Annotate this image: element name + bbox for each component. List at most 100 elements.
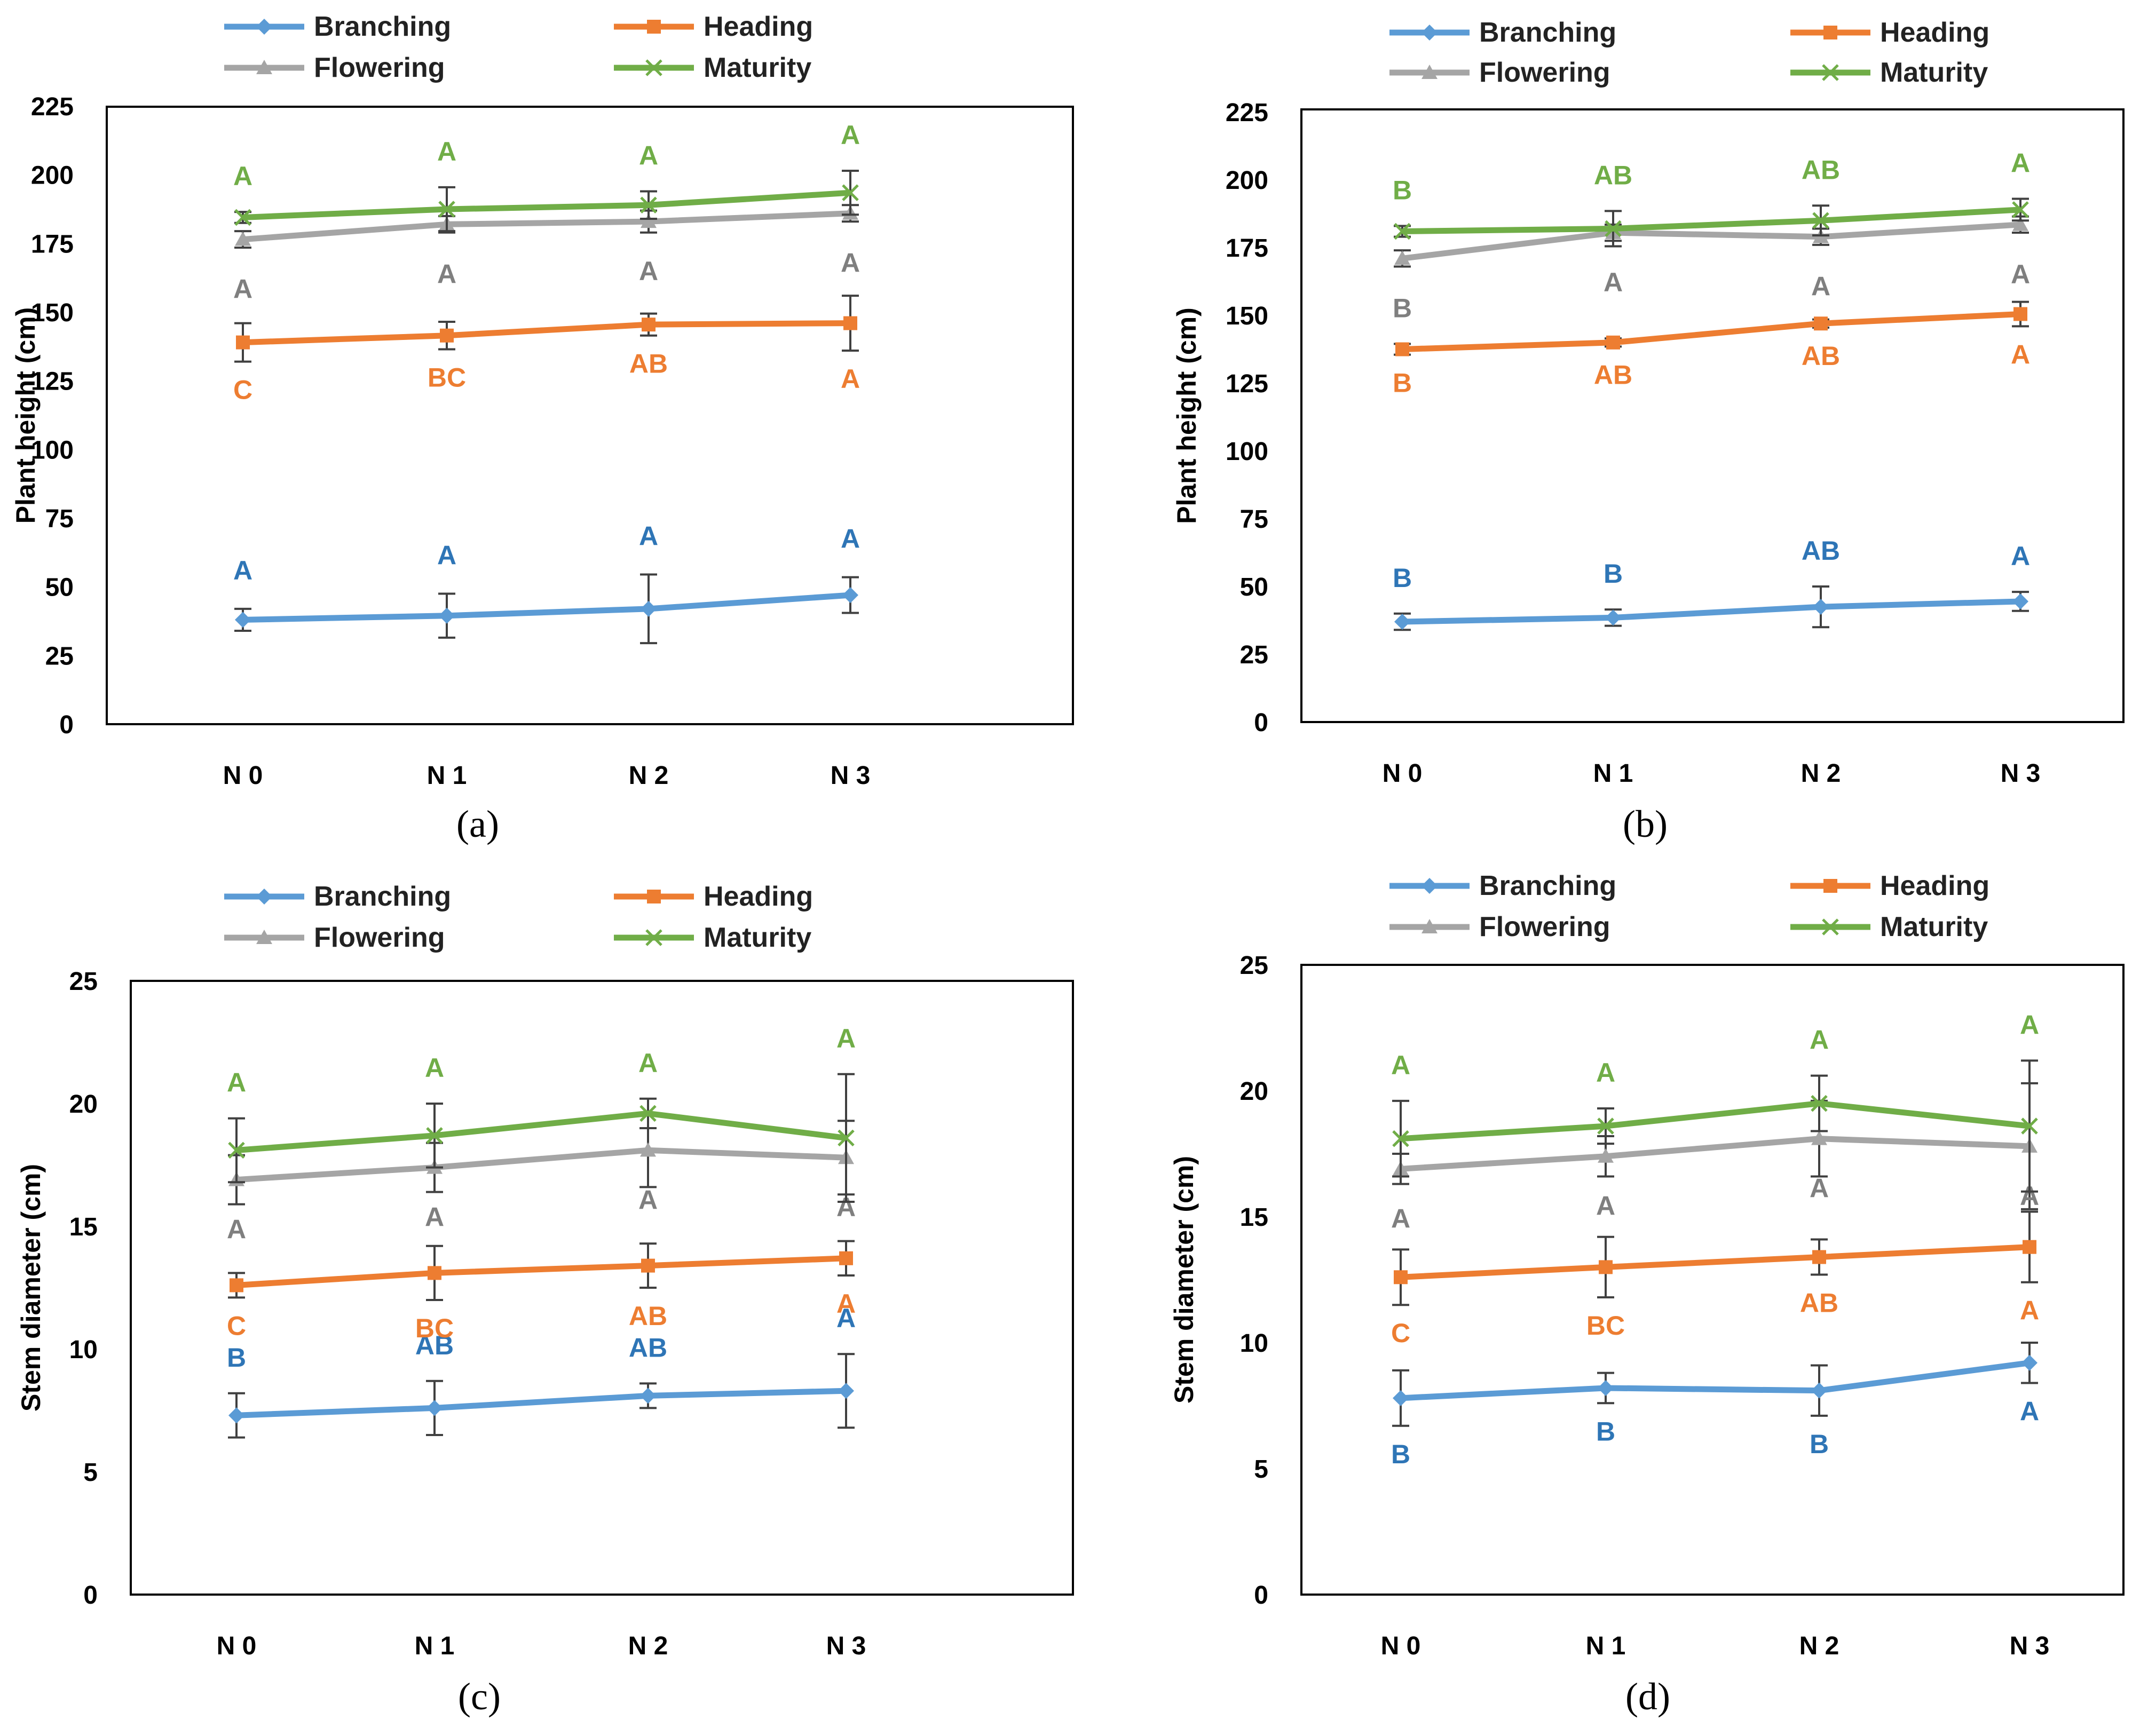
significance-letter: AB <box>1802 341 1840 371</box>
y-tick-label: 50 <box>1240 573 1268 601</box>
panel-label: (c) <box>458 1675 501 1718</box>
significance-letter: A <box>841 248 860 278</box>
y-tick-label: 75 <box>45 505 74 533</box>
legend-label: Flowering <box>314 922 445 953</box>
y-tick-label: 50 <box>45 574 74 602</box>
significance-letter: AB <box>1802 536 1840 566</box>
panel-label: (d) <box>1625 1675 1670 1718</box>
data-point <box>640 196 657 214</box>
data-point <box>1395 342 1409 356</box>
data-point <box>426 1127 443 1144</box>
series-line <box>236 1147 847 1183</box>
significance-letter: BC <box>1586 1311 1625 1341</box>
y-tick-label: 125 <box>31 368 74 396</box>
data-point <box>1394 614 1410 630</box>
significance-letter: A <box>639 141 658 171</box>
data-point <box>230 1278 243 1293</box>
data-point <box>235 231 251 246</box>
data-point <box>236 335 250 350</box>
significance-letter: B <box>1604 559 1623 589</box>
x-tick-label: N 1 <box>427 762 467 790</box>
series-line <box>242 320 851 346</box>
significance-letter: A <box>1810 1174 1829 1203</box>
data-point <box>641 1258 655 1273</box>
data-point <box>228 1142 245 1159</box>
data-point <box>2012 216 2028 231</box>
y-tick-label: 75 <box>1240 505 1268 534</box>
data-point <box>1598 1148 1614 1163</box>
data-point <box>838 1383 854 1399</box>
significance-letter: A <box>1810 1025 1829 1055</box>
data-point <box>1393 1390 1409 1406</box>
significance-letter: AB <box>629 1301 667 1331</box>
data-point <box>640 1388 656 1404</box>
y-tick-label: 25 <box>69 968 98 996</box>
y-tick-label: 225 <box>31 93 74 121</box>
legend-label: Branching <box>314 881 451 912</box>
series-line <box>1402 311 2021 352</box>
significance-letter: B <box>1393 563 1412 593</box>
data-point <box>1597 1117 1614 1135</box>
legend-marker <box>1822 64 1839 81</box>
data-point <box>1814 316 1828 331</box>
legend-marker <box>1422 25 1438 41</box>
data-point <box>440 328 454 343</box>
significance-letter: A <box>639 521 658 551</box>
legend-marker <box>645 929 662 946</box>
legend-marker <box>1422 65 1438 79</box>
significance-letter: AB <box>1594 160 1632 190</box>
legend-marker <box>647 890 661 903</box>
data-point <box>641 600 657 617</box>
data-point <box>641 213 657 228</box>
plot-frame <box>106 106 1074 725</box>
series-branching: B B AB A <box>1393 536 2030 631</box>
x-tick-label: N 3 <box>2001 759 2041 788</box>
legend-marker <box>256 889 272 905</box>
significance-letter: A <box>2011 259 2030 289</box>
legend-label: Maturity <box>1880 911 1988 942</box>
y-tick-label: 25 <box>1240 641 1268 669</box>
y-tick-label: 125 <box>1226 370 1268 398</box>
data-point <box>842 587 858 604</box>
data-point <box>1811 1382 1827 1399</box>
legend-label: Maturity <box>704 922 811 953</box>
legend-marker <box>1823 879 1837 893</box>
significance-letter: AB <box>1802 155 1840 185</box>
chart-panel-3: 0 5 10 15 20 25 N 0 N 1 N 2 N 3 Stem diameter (cm)… <box>1169 870 2125 1718</box>
series-maturity: A A A A <box>233 120 860 233</box>
legend-label: Heading <box>1880 17 1989 48</box>
significance-letter: A <box>841 364 860 394</box>
chart-panel-2: 0 5 10 15 20 25 N 0 N 1 N 2 N 3 Stem diameter (cm)… <box>16 881 1074 1718</box>
significance-letter: A <box>2020 1397 2039 1426</box>
significance-letter: C <box>233 375 252 405</box>
y-tick-label: 5 <box>1254 1455 1268 1484</box>
data-point <box>235 612 251 628</box>
data-point <box>2012 201 2029 218</box>
data-point <box>439 607 455 624</box>
x-tick-label: N 1 <box>415 1632 455 1660</box>
y-axis-label: Stem diameter (cm) <box>1169 1156 1199 1404</box>
y-tick-label: 100 <box>1226 438 1268 466</box>
data-point <box>427 1400 443 1416</box>
series-heading: C BC AB A <box>233 295 860 405</box>
significance-letter: AB <box>629 1333 667 1362</box>
y-tick-label: 150 <box>1226 302 1268 330</box>
significance-letter: A <box>2011 339 2030 369</box>
data-point <box>640 1142 656 1157</box>
y-tick-label: 150 <box>31 299 74 327</box>
legend-marker <box>647 20 661 34</box>
data-point <box>1813 599 1829 615</box>
series-line <box>1402 221 2021 261</box>
legend-label: Heading <box>704 881 813 912</box>
significance-letter: A <box>841 120 860 150</box>
y-tick-label: 25 <box>1240 952 1268 980</box>
data-point <box>839 1251 853 1265</box>
series-line <box>242 189 851 220</box>
series-maturity: A A A A <box>1391 1010 2039 1193</box>
series-line <box>236 1388 847 1418</box>
significance-letter: A <box>425 1053 444 1083</box>
significance-letter: A <box>841 524 860 554</box>
x-tick-label: N 1 <box>1593 759 1633 788</box>
y-tick-label: 175 <box>1226 234 1268 263</box>
